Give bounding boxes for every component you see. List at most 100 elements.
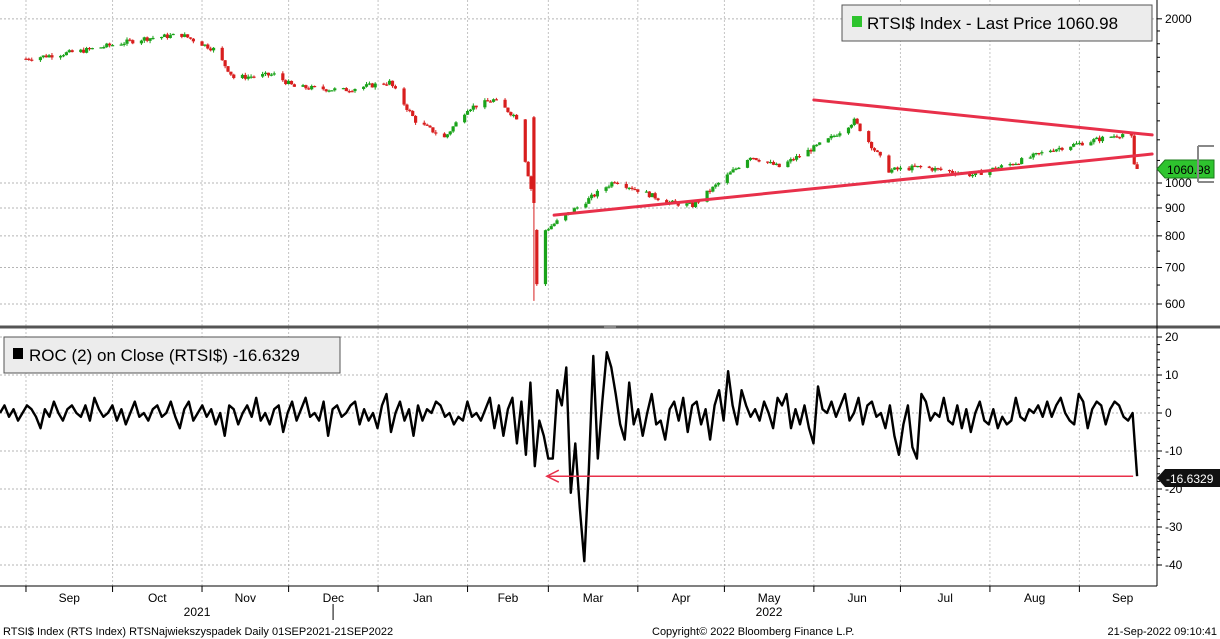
trendlines [552, 98, 1154, 217]
candle-body [1072, 143, 1076, 147]
candle-body [252, 76, 256, 78]
candle-body [272, 73, 276, 75]
candle-body [512, 114, 516, 117]
candle-body [1112, 136, 1116, 138]
candle-body [148, 38, 152, 41]
candle-body [676, 202, 680, 206]
candle-body [206, 44, 210, 49]
candle-body [87, 47, 92, 50]
candle-body [281, 73, 285, 81]
year-label: 2022 [756, 605, 783, 619]
candle-body [1048, 150, 1053, 153]
candle-body [930, 167, 934, 171]
candle-body [1129, 134, 1133, 136]
candle-body [353, 88, 357, 92]
candle-body [304, 85, 308, 89]
roc-annotation-arrow [545, 469, 1134, 483]
candle-body [312, 85, 317, 88]
candle-body [714, 184, 718, 187]
candle-body [1077, 142, 1081, 145]
candle-body [307, 88, 311, 90]
candle-body [737, 167, 741, 170]
candle-body [797, 156, 802, 158]
candle-body [757, 160, 761, 162]
candle-body [1100, 136, 1105, 142]
footer-right: 21-Sep-2022 09:10:41 [1108, 626, 1217, 638]
candle-body [644, 191, 649, 193]
candle-body [494, 99, 499, 101]
candle-body [44, 55, 48, 58]
candle-body [636, 189, 640, 192]
candle-body [647, 191, 651, 198]
candle-body [362, 86, 366, 89]
x-axis: Sep Oct Nov Dec Jan Feb Mar Apr May Jun Jul Aug Sep 2… [25, 586, 1134, 620]
candle-body [630, 187, 634, 189]
candle-body [266, 72, 271, 76]
candle-body [919, 165, 923, 168]
candle-body [1089, 142, 1093, 146]
roc-legend[interactable]: ROC (2) on Close (RTSI$) -16.6329 [3, 336, 341, 374]
candle-body [203, 44, 207, 46]
candle-body [696, 201, 701, 203]
candle-body [226, 66, 230, 72]
candle-body [1017, 163, 1021, 166]
candle-body [766, 161, 770, 163]
candle-body [835, 135, 839, 137]
candle-body [344, 88, 348, 92]
candle-body [867, 131, 871, 142]
candle-body [526, 161, 530, 177]
candle-body [67, 50, 71, 53]
price-tick-label: 800 [1165, 229, 1185, 243]
price-tick-label: 2000 [1165, 12, 1192, 26]
footer-center: Copyright© 2022 Bloomberg Finance L.P. [652, 626, 854, 638]
candle-body [448, 131, 452, 135]
candle-body [321, 86, 325, 90]
candle-body [898, 167, 903, 170]
last-price-badge-text: 1060.98 [1167, 163, 1211, 177]
candle-body [587, 198, 591, 204]
price-y-axis: 600 700 800 900 1000 2000 [1157, 12, 1192, 311]
candle-body [119, 44, 123, 46]
candle-body [442, 133, 447, 138]
candle-body [1132, 135, 1136, 165]
candle-body [875, 150, 879, 152]
month-label: Nov [235, 591, 256, 605]
candle-body [1080, 142, 1084, 146]
candle-body [665, 200, 669, 204]
candle-body [927, 166, 931, 168]
candle-body [171, 33, 175, 36]
candle-body [717, 182, 721, 185]
candle-body [555, 220, 559, 224]
candle-body [1020, 158, 1024, 165]
candle-body [289, 80, 294, 85]
month-label: Jan [413, 591, 432, 605]
candle-body [818, 142, 822, 145]
candle-body [84, 47, 89, 53]
month-label: Jul [938, 591, 953, 605]
candle-body [393, 86, 397, 89]
candle-body [653, 193, 657, 199]
candle-body [546, 229, 550, 231]
last-price-badge-shape [1156, 159, 1215, 179]
footer-left: RTSI$ Index (RTS Index) RTSNajwiekszyspa… [3, 626, 393, 638]
candle-body [468, 109, 473, 112]
candle-body [1034, 153, 1038, 155]
candle-body [64, 52, 68, 56]
price-tick-label: 900 [1165, 201, 1185, 215]
candle-body [110, 45, 115, 47]
roc-tick-label: -30 [1165, 520, 1183, 534]
candle-body [711, 186, 715, 192]
candle-body [549, 226, 553, 230]
candle-body [47, 55, 51, 58]
candle-body [846, 127, 851, 134]
roc-tick-label: -40 [1165, 558, 1183, 572]
candle-body [24, 58, 28, 60]
candle-body [491, 99, 496, 102]
roc-value-badge: -16.6329 [1157, 469, 1220, 487]
price-legend[interactable]: RTSI$ Index - Last Price 1060.98 [841, 4, 1153, 42]
candle-body [572, 208, 576, 213]
candle-body [422, 122, 426, 125]
roc-legend-swatch [13, 348, 23, 359]
candle-body [390, 80, 395, 87]
candle-body [688, 202, 692, 204]
